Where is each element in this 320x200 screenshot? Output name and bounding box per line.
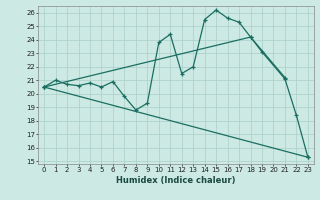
X-axis label: Humidex (Indice chaleur): Humidex (Indice chaleur) <box>116 176 236 185</box>
